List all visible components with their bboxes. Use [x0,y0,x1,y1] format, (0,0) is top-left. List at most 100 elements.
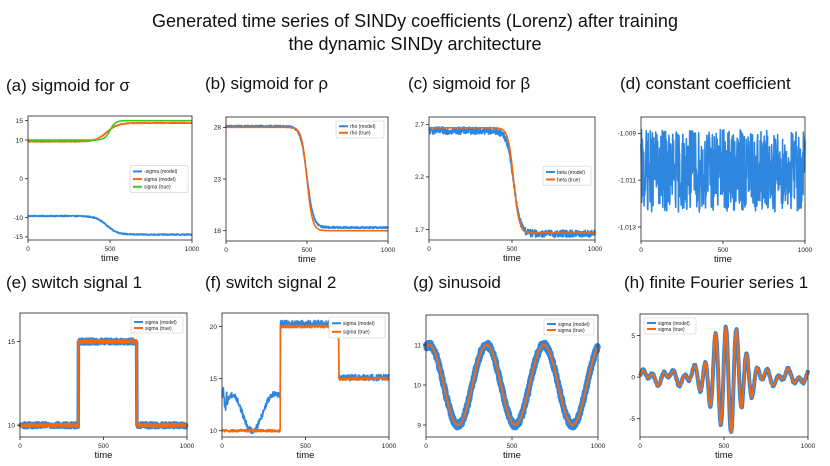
y-tick-label-e-1: 10 [8,423,16,430]
chart-a: 0 500 1000 15 10 0 -10 -15 time -sigma (model) sig… [14,115,200,264]
series-line-c-1 [428,127,596,234]
x-tick-label-e-1: 500 [98,443,109,450]
legend-label-h-0: sigma (model) [658,321,690,327]
x-axis-label-b: time [298,254,316,265]
legend-label-g-1: sigma (true) [558,328,585,334]
series-line-f-1 [221,324,390,433]
x-tick-label-h-0: 0 [638,443,642,450]
panel-title-d: (d) constant coefficient [620,74,791,93]
y-tick-label-c-1: 2.2 [415,174,424,181]
x-tick-label-a-1: 500 [105,246,116,253]
panel-title-b: (b) sigmoid for ρ [205,74,329,93]
x-axis-label-h: time [715,450,733,461]
legend-label-g-0: sigma (model) [558,322,590,328]
y-tick-label-a-4: -15 [14,234,24,241]
legend-label-c-1: beta (true) [557,177,580,183]
x-tick-label-c-0: 0 [427,246,431,253]
y-tick-label-a-3: -10 [14,215,24,222]
x-tick-label-d-2: 1000 [798,247,813,254]
x-tick-label-h-2: 1000 [801,443,816,450]
panel-title-h: (h) finite Fourier series 1 [624,273,809,292]
legend-label-c-0: beta (model) [557,170,585,176]
x-tick-label-g-0: 0 [424,443,428,450]
panel-title-a: (a) sigmoid for σ [6,76,130,95]
panel-title-g: (g) sinusoid [413,273,501,292]
legend-label-b-0: rho (model) [350,124,376,130]
series-line-h-1 [639,326,809,434]
y-tick-label-b-0: 28 [214,125,222,132]
legend-label-a-0: -sigma (model) [144,169,178,175]
legend-box-a [129,165,189,193]
y-tick-label-c-2: 1.7 [415,227,424,234]
y-tick-label-d-0: -1.009 [618,131,637,138]
legend-label-e-1: sigma (true) [145,326,172,332]
series-line-g-1 [425,344,599,426]
legend-label-a-1: sigma (model) [144,177,176,183]
x-tick-label-c-1: 500 [507,246,518,253]
x-tick-label-f-1: 500 [300,443,311,450]
y-tick-label-b-1: 23 [214,176,222,183]
series-line-b-1 [225,126,389,232]
x-tick-label-b-2: 1000 [381,247,396,254]
legend-box-f [328,316,386,339]
legend-box-g [543,318,595,336]
y-tick-label-g-1: 10 [414,382,422,389]
y-tick-label-b-2: 18 [214,228,222,235]
legend-box-e [130,316,184,334]
x-tick-label-e-0: 0 [18,443,22,450]
panel-title-f: (f) switch signal 2 [205,273,337,292]
x-axis-label-c: time [503,253,521,264]
y-tick-label-f-1: 15 [210,376,218,383]
y-tick-label-a-1: 10 [16,137,24,144]
series-line-a-2 [27,119,193,141]
x-tick-label-a-2: 1000 [185,246,200,253]
y-tick-label-c-0: 2.7 [415,122,424,129]
chart-g: 0 500 1000 11 10 9 time sigma (model)sigma (tru… [414,314,606,461]
chart-d: 0 500 1000 -1.009 -1.011 -1.013 time [618,116,813,265]
legend-label-e-0: sigma (model) [145,320,177,326]
figure-title-line-2: the dynamic SINDy architecture [288,34,542,54]
x-tick-label-f-2: 1000 [382,443,397,450]
y-tick-label-f-0: 20 [210,324,218,331]
series-line-a-1 [27,121,193,143]
y-tick-label-f-2: 10 [210,428,218,435]
x-tick-label-h-1: 500 [719,443,730,450]
y-tick-label-h-1: 0 [631,374,635,381]
x-tick-label-b-0: 0 [224,247,228,254]
x-axis-label-e: time [95,450,113,461]
legend-label-b-1: rho (true) [350,131,371,137]
series-line-d-0 [640,128,806,213]
chart-f: 0 500 1000 20 15 10 time sigma (model) sigma (tr… [210,312,397,461]
figure-title: Generated time series of SINDy coefficie… [0,10,830,56]
y-tick-label-e-0: 15 [8,339,16,346]
x-tick-label-g-1: 500 [507,443,518,450]
legend-label-f-1: sigma (true) [343,330,370,336]
chart-c: 0 500 1000 2.7 2.2 1.7 time beta (model)beta (t… [415,116,603,264]
x-tick-label-b-1: 500 [302,247,313,254]
legend-label-a-2: sigma (true) [144,185,171,191]
x-tick-label-a-0: 0 [26,246,30,253]
x-axis-label-f: time [297,450,315,461]
series-line-a-0 [27,214,193,236]
x-axis-label-g: time [503,450,521,461]
series-line-c-0 [428,126,596,239]
y-tick-label-h-0: 5 [631,333,635,340]
series-line-e-1 [19,338,188,428]
x-tick-label-d-1: 500 [718,247,729,254]
chart-b: 0 500 1000 28 23 18 time rho (model)rho (true) [214,116,396,265]
y-tick-label-d-2: -1.013 [618,224,637,231]
x-axis-label-a: time [101,253,119,264]
y-tick-label-g-0: 11 [414,342,421,349]
y-tick-label-h-2: -5 [629,416,635,423]
x-axis-label-d: time [714,254,732,265]
chart-h: 0 500 1000 5 0 -5 time sigma (model)sigma (true… [629,313,816,461]
x-tick-label-g-2: 1000 [591,443,606,450]
series-line-e-0 [18,337,189,430]
chart-e: 0 500 1000 15 10 time sigma (model)sigma (true… [8,312,195,461]
x-tick-label-f-0: 0 [220,443,224,450]
legend-box-h [643,317,697,335]
y-tick-label-a-0: 15 [16,118,24,125]
x-tick-label-d-0: 0 [639,247,643,254]
y-tick-label-d-1: -1.011 [618,177,636,184]
x-tick-label-e-2: 1000 [180,443,195,450]
